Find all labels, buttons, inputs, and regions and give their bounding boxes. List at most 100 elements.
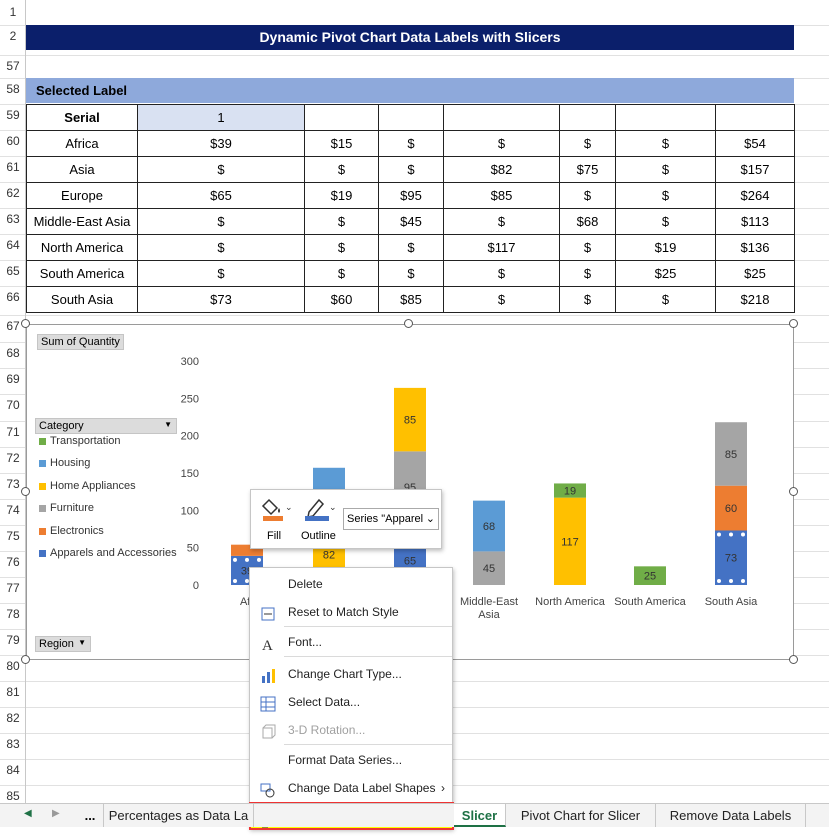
value-cell[interactable]: $ — [615, 286, 716, 313]
legend-item[interactable]: Apparels and Accessories — [39, 547, 177, 559]
legend-item[interactable]: Transportation — [39, 435, 121, 447]
resize-handle[interactable] — [789, 487, 798, 496]
region-cell[interactable]: Middle-East Asia — [26, 208, 138, 235]
menu-item-font[interactable]: A Font... — [250, 628, 453, 656]
value-cell[interactable]: $ — [615, 156, 716, 183]
resize-handle[interactable] — [21, 319, 30, 328]
menu-item-change-data-label-shapes[interactable]: Change Data Label Shapes › — [250, 774, 453, 802]
table-cell[interactable] — [304, 104, 379, 131]
region-filter-button[interactable]: Region ▼ — [35, 636, 91, 652]
tab-scroll-right-icon[interactable]: ▶ — [52, 808, 60, 819]
resize-handle[interactable] — [404, 319, 413, 328]
value-cell[interactable]: $ — [304, 156, 379, 183]
row-number[interactable]: 72 — [6, 451, 20, 465]
value-cell[interactable]: $ — [304, 234, 379, 261]
row-number[interactable]: 57 — [6, 59, 20, 73]
data-label[interactable]: 60 — [725, 503, 737, 515]
tab-slicer[interactable]: Slicer — [454, 804, 506, 827]
value-cell[interactable]: $ — [137, 234, 305, 261]
data-label[interactable]: 73 — [725, 553, 737, 565]
value-cell[interactable]: $ — [559, 182, 616, 209]
row-number[interactable]: 82 — [6, 711, 20, 725]
value-cell[interactable]: $ — [443, 286, 560, 313]
value-cell[interactable]: $218 — [715, 286, 795, 313]
row-number[interactable]: 1 — [9, 5, 17, 19]
region-cell[interactable]: South America — [26, 260, 138, 287]
row-number[interactable]: 76 — [6, 555, 20, 569]
legend-item[interactable]: Housing — [39, 457, 90, 469]
value-cell[interactable]: $ — [378, 260, 444, 287]
value-cell[interactable]: $117 — [443, 234, 560, 261]
legend-item[interactable]: Home Appliances — [39, 480, 136, 492]
data-label[interactable]: 117 — [561, 536, 579, 548]
row-number[interactable]: 2 — [9, 29, 17, 43]
legend-item[interactable]: Furniture — [39, 502, 94, 514]
bar-segment[interactable] — [554, 497, 586, 585]
row-number[interactable]: 77 — [6, 581, 20, 595]
value-cell[interactable]: $45 — [378, 208, 444, 235]
value-cell[interactable]: $39 — [137, 130, 305, 157]
value-cell[interactable]: $113 — [715, 208, 795, 235]
bar-segment[interactable] — [554, 483, 586, 498]
data-label[interactable]: 45 — [483, 563, 495, 575]
row-number[interactable]: 65 — [6, 264, 20, 278]
row-number[interactable]: 70 — [6, 398, 20, 412]
row-number[interactable]: 64 — [6, 238, 20, 252]
sum-of-quantity-button[interactable]: Sum of Quantity — [37, 334, 124, 350]
value-cell[interactable]: $ — [559, 286, 616, 313]
value-cell[interactable]: $25 — [715, 260, 795, 287]
bar-segment[interactable] — [231, 544, 263, 556]
row-number[interactable]: 68 — [6, 346, 20, 360]
value-cell[interactable]: $15 — [304, 130, 379, 157]
row-number[interactable]: 78 — [6, 607, 20, 621]
menu-item-change-chart-type[interactable]: Change Chart Type... — [250, 660, 453, 688]
tab-overflow-button[interactable]: ... — [84, 808, 96, 823]
value-cell[interactable]: $54 — [715, 130, 795, 157]
resize-handle[interactable] — [789, 655, 798, 664]
row-number[interactable]: 66 — [6, 290, 20, 304]
table-cell[interactable] — [615, 104, 716, 131]
resize-handle[interactable] — [21, 655, 30, 664]
tab-scroll-left-icon[interactable]: ◀ — [24, 808, 32, 819]
value-cell[interactable]: $ — [443, 208, 560, 235]
row-number[interactable]: 75 — [6, 529, 20, 543]
data-label[interactable]: 25 — [644, 571, 656, 583]
value-cell[interactable]: $ — [559, 260, 616, 287]
data-label[interactable]: 85 — [404, 415, 416, 427]
region-cell[interactable]: Asia — [26, 156, 138, 183]
data-label[interactable]: 68 — [483, 521, 495, 533]
row-number[interactable]: 84 — [6, 763, 20, 777]
value-cell[interactable]: $85 — [443, 182, 560, 209]
bar-segment[interactable] — [473, 551, 505, 585]
row-number[interactable]: 73 — [6, 477, 20, 491]
row-number[interactable]: 71 — [6, 425, 20, 439]
outline-button[interactable]: ⌄ Outline — [301, 496, 345, 544]
row-number[interactable]: 60 — [6, 134, 20, 148]
value-cell[interactable]: $ — [559, 130, 616, 157]
serial-value-cell[interactable]: 1 — [137, 104, 305, 131]
resize-handle[interactable] — [21, 487, 30, 496]
value-cell[interactable]: $82 — [443, 156, 560, 183]
data-label[interactable]: 85 — [725, 449, 737, 461]
table-cell[interactable] — [559, 104, 616, 131]
row-number[interactable]: 61 — [6, 160, 20, 174]
value-cell[interactable]: $136 — [715, 234, 795, 261]
value-cell[interactable]: $ — [615, 208, 716, 235]
bar-segment[interactable] — [394, 387, 426, 452]
value-cell[interactable]: $264 — [715, 182, 795, 209]
value-cell[interactable]: $ — [615, 182, 716, 209]
legend-item[interactable]: Electronics — [39, 525, 104, 537]
row-number[interactable]: 85 — [6, 789, 20, 803]
region-cell[interactable]: Africa — [26, 130, 138, 157]
menu-item-delete[interactable]: Delete — [250, 570, 453, 598]
row-number[interactable]: 59 — [6, 108, 20, 122]
row-number[interactable]: 62 — [6, 186, 20, 200]
menu-item-reset-to-match-style[interactable]: Reset to Match Style — [250, 598, 453, 626]
value-cell[interactable]: $73 — [137, 286, 305, 313]
value-cell[interactable]: $19 — [304, 182, 379, 209]
table-cell[interactable] — [715, 104, 795, 131]
row-number[interactable]: 69 — [6, 372, 20, 386]
value-cell[interactable]: $68 — [559, 208, 616, 235]
tab-remove-data-labels[interactable]: Remove Data Labels — [656, 804, 806, 827]
tab-percentages-as-data-labels[interactable]: Percentages as Data La — [104, 804, 254, 827]
